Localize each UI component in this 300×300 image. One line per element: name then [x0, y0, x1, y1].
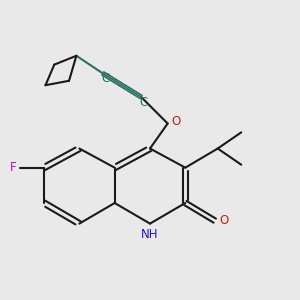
Text: O: O	[220, 214, 229, 227]
Text: O: O	[171, 115, 181, 128]
Text: NH: NH	[141, 228, 159, 241]
Text: C: C	[101, 72, 110, 85]
Text: F: F	[10, 161, 16, 174]
Text: C: C	[140, 96, 148, 109]
